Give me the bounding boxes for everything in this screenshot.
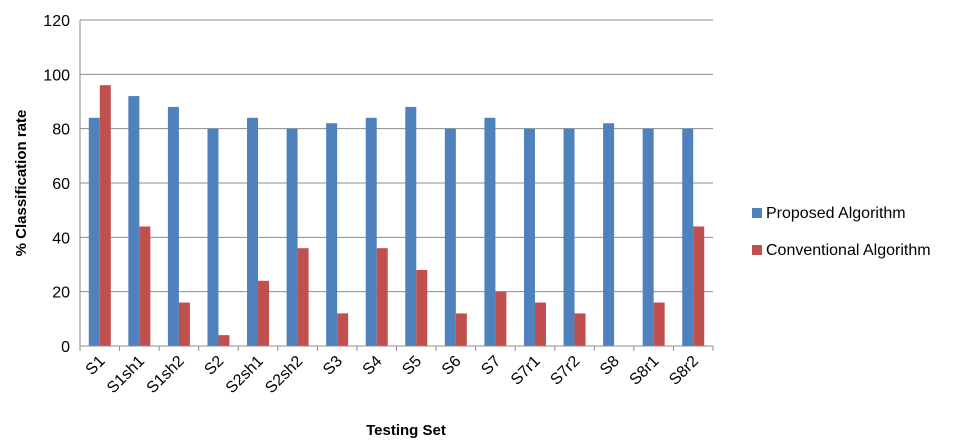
bar-proposed [207, 128, 219, 346]
bar-conventional [653, 302, 665, 346]
legend-label-conventional: Conventional Algorithm [766, 242, 931, 259]
bar-conventional [337, 313, 349, 346]
bar-conventional [574, 313, 586, 346]
axes [79, 20, 714, 351]
bar-conventional [416, 269, 428, 346]
bar-proposed [365, 117, 377, 346]
x-tick-label: S4 [360, 353, 386, 379]
bar-proposed [682, 128, 694, 346]
bar-proposed [603, 123, 615, 346]
x-tick-label: S1 [83, 353, 109, 379]
bar-conventional [218, 335, 230, 346]
x-tick-label: S6 [439, 353, 465, 379]
x-tick-label: S1sh2 [144, 353, 188, 397]
y-tick-label: 40 [52, 230, 70, 247]
y-tick-label: 60 [52, 176, 70, 193]
bar-proposed [247, 117, 259, 346]
bar-proposed [286, 128, 298, 346]
x-tick-label: S8 [597, 353, 623, 379]
bars [88, 85, 705, 346]
y-tick-label: 0 [61, 339, 70, 356]
y-axis-title: % Classification rate [13, 110, 30, 257]
bar-conventional [99, 85, 111, 346]
bar-conventional [495, 291, 507, 346]
bar-proposed [563, 128, 575, 346]
bar-proposed [642, 128, 654, 346]
bar-conventional [455, 313, 467, 346]
bar-conventional [178, 302, 190, 346]
x-tick-label: S7r2 [547, 353, 583, 389]
x-tick-label: S7 [478, 353, 504, 379]
x-tick-label: S2sh2 [262, 353, 306, 397]
bar-conventional [139, 226, 151, 346]
x-axis-title: Testing Set [366, 422, 446, 439]
bar-proposed [128, 96, 140, 346]
x-tick-label: S7r1 [508, 353, 544, 389]
bar-conventional [693, 226, 705, 346]
bar-proposed [326, 123, 338, 346]
bar-conventional [534, 302, 546, 346]
bar-proposed [405, 106, 417, 346]
legend-label-proposed: Proposed Algorithm [766, 205, 906, 222]
y-tick-label: 20 [52, 285, 70, 302]
bar-conventional [258, 280, 270, 346]
x-tick-label: S8r2 [666, 353, 702, 389]
bar-proposed [167, 106, 179, 346]
y-tick-labels: 0 20 40 60 80 100 120 [43, 13, 70, 356]
bar-conventional [376, 248, 388, 346]
legend: Proposed Algorithm Conventional Algorithm [752, 205, 931, 259]
legend-swatch-conventional [752, 245, 762, 255]
x-tick-label: S8r1 [627, 353, 663, 389]
x-tick-label: S3 [320, 353, 346, 379]
bar-proposed [444, 128, 456, 346]
bar-proposed [484, 117, 496, 346]
y-tick-label: 120 [43, 13, 70, 30]
y-tick-label: 100 [43, 67, 70, 84]
x-tick-label: S1sh1 [104, 353, 148, 397]
bar-conventional [297, 248, 309, 346]
x-tick-label: S5 [399, 353, 425, 379]
x-tick-label: S2sh1 [223, 353, 267, 397]
x-tick-label: S2 [201, 353, 227, 379]
legend-swatch-proposed [752, 208, 762, 218]
y-tick-label: 80 [52, 122, 70, 139]
bar-proposed [523, 128, 535, 346]
bar-proposed [88, 117, 100, 346]
